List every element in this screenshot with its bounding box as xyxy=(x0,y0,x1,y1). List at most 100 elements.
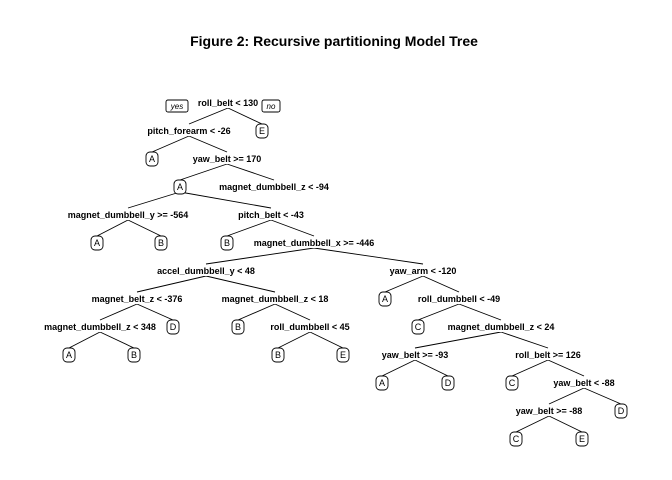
split-rule-label: accel_dumbbell_y < 48 xyxy=(157,266,255,276)
edge-n9-n13 xyxy=(270,219,315,237)
tree-nodes: roll_belt < 130 pitch_forearm < -26 E A yaw_… xyxy=(37,97,628,447)
no-tag-box xyxy=(261,99,281,113)
split-label-background xyxy=(226,209,316,220)
leaf-box xyxy=(614,403,628,419)
no-branch-tag: no xyxy=(261,99,281,113)
edge-n5-n6 xyxy=(179,163,228,181)
leaf-box xyxy=(505,375,519,391)
edge-n1-n2 xyxy=(188,107,229,125)
leaf-node: B xyxy=(154,235,168,251)
leaf-box xyxy=(509,431,523,447)
split-rule-label: roll_belt >= 126 xyxy=(515,350,581,360)
edge-n36-n39 xyxy=(548,415,583,433)
leaf-box xyxy=(154,235,168,251)
split-label-background xyxy=(406,293,512,304)
leaf-class-label: A xyxy=(177,182,183,192)
split-node: roll_dumbbell < -49 xyxy=(406,293,512,304)
leaf-class-label: A xyxy=(149,154,155,164)
leaf-class-label: A xyxy=(94,238,100,248)
leaf-node: E xyxy=(336,347,350,363)
split-node: magnet_belt_z < -376 xyxy=(82,293,192,304)
split-label-background xyxy=(503,349,593,360)
leaf-class-label: D xyxy=(618,406,625,416)
leaf-box xyxy=(378,291,392,307)
leaf-box xyxy=(62,347,76,363)
split-rule-label: magnet_dumbbell_x >= -446 xyxy=(254,238,375,248)
split-label-background xyxy=(136,125,242,136)
split-node: magnet_dumbbell_z < 18 xyxy=(214,293,336,304)
leaf-node: E xyxy=(255,123,269,139)
split-label-background xyxy=(260,321,360,332)
split-node: yaw_arm < -120 xyxy=(383,265,463,276)
edge-n30-n32 xyxy=(381,359,416,377)
split-label-background xyxy=(37,321,163,332)
edge-n20-n27 xyxy=(99,331,135,349)
split-rule-label: magnet_dumbbell_z < 348 xyxy=(44,322,156,332)
split-label-background xyxy=(440,321,562,332)
leaf-node: D xyxy=(441,375,455,391)
leaf-node: A xyxy=(375,375,389,391)
yes-tag-label: yes xyxy=(170,102,183,111)
edge-n36-n38 xyxy=(515,415,550,433)
split-node: roll_belt < 130 xyxy=(186,97,270,108)
leaf-node: D xyxy=(614,403,628,419)
edge-n25-n31 xyxy=(500,331,549,349)
split-label-background xyxy=(214,293,336,304)
edge-n9-n12 xyxy=(226,219,272,237)
edge-n6-n8 xyxy=(127,191,181,209)
leaf-node: D xyxy=(166,319,180,335)
leaf-class-label: B xyxy=(131,350,137,360)
leaf-class-label: D xyxy=(445,378,452,388)
leaf-node: A xyxy=(90,235,104,251)
edge-n14-n17 xyxy=(205,275,276,293)
edge-n15-n18 xyxy=(384,275,424,293)
leaf-node: A xyxy=(173,179,187,195)
split-label-background xyxy=(82,293,192,304)
edge-n2-n5 xyxy=(188,135,228,153)
edge-n16-n21 xyxy=(136,303,174,321)
split-label-background xyxy=(507,405,591,416)
leaf-box xyxy=(336,347,350,363)
leaf-node: B xyxy=(220,235,234,251)
leaf-box xyxy=(127,347,141,363)
leaf-node: B xyxy=(231,319,245,335)
split-rule-label: yaw_belt >= -93 xyxy=(382,350,449,360)
leaf-node: A xyxy=(62,347,76,363)
edge-n8-n11 xyxy=(127,219,162,237)
edge-n2-n4 xyxy=(151,135,190,153)
split-label-background xyxy=(544,377,624,388)
leaf-class-label: B xyxy=(158,238,164,248)
leaf-class-label: E xyxy=(259,126,265,136)
split-node: magnet_dumbbell_x >= -446 xyxy=(245,237,383,248)
leaf-class-label: A xyxy=(382,294,388,304)
split-rule-label: magnet_dumbbell_y >= -564 xyxy=(68,210,189,220)
edge-n6-n9 xyxy=(179,191,272,209)
split-node: magnet_dumbbell_z < 24 xyxy=(440,321,562,332)
yes-tag-box xyxy=(165,99,189,113)
edge-n31-n34 xyxy=(511,359,549,377)
leaf-class-label: A xyxy=(66,350,72,360)
leaf-box xyxy=(441,375,455,391)
edge-n17-n23 xyxy=(274,303,311,321)
split-label-background xyxy=(383,265,463,276)
edge-n30-n33 xyxy=(414,359,449,377)
leaf-class-label: C xyxy=(415,322,422,332)
leaf-box xyxy=(173,179,187,195)
split-rule-label: yaw_arm < -120 xyxy=(390,266,457,276)
split-node: magnet_dumbbell_y >= -564 xyxy=(59,209,197,220)
edge-n19-n25 xyxy=(458,303,502,321)
leaf-box xyxy=(166,319,180,335)
edge-n20-n26 xyxy=(68,331,101,349)
leaf-box xyxy=(411,319,425,335)
edge-n17-n22 xyxy=(237,303,276,321)
edge-n35-n36 xyxy=(548,387,585,405)
leaf-node: B xyxy=(127,347,141,363)
leaf-class-label: E xyxy=(579,434,585,444)
split-node: yaw_belt >= -93 xyxy=(373,349,457,360)
yes-branch-tag: yes xyxy=(165,99,189,113)
split-node: pitch_forearm < -26 xyxy=(136,125,242,136)
leaf-node: C xyxy=(411,319,425,335)
split-label-background xyxy=(211,181,337,192)
split-node: roll_dumbbell < 45 xyxy=(260,321,360,332)
